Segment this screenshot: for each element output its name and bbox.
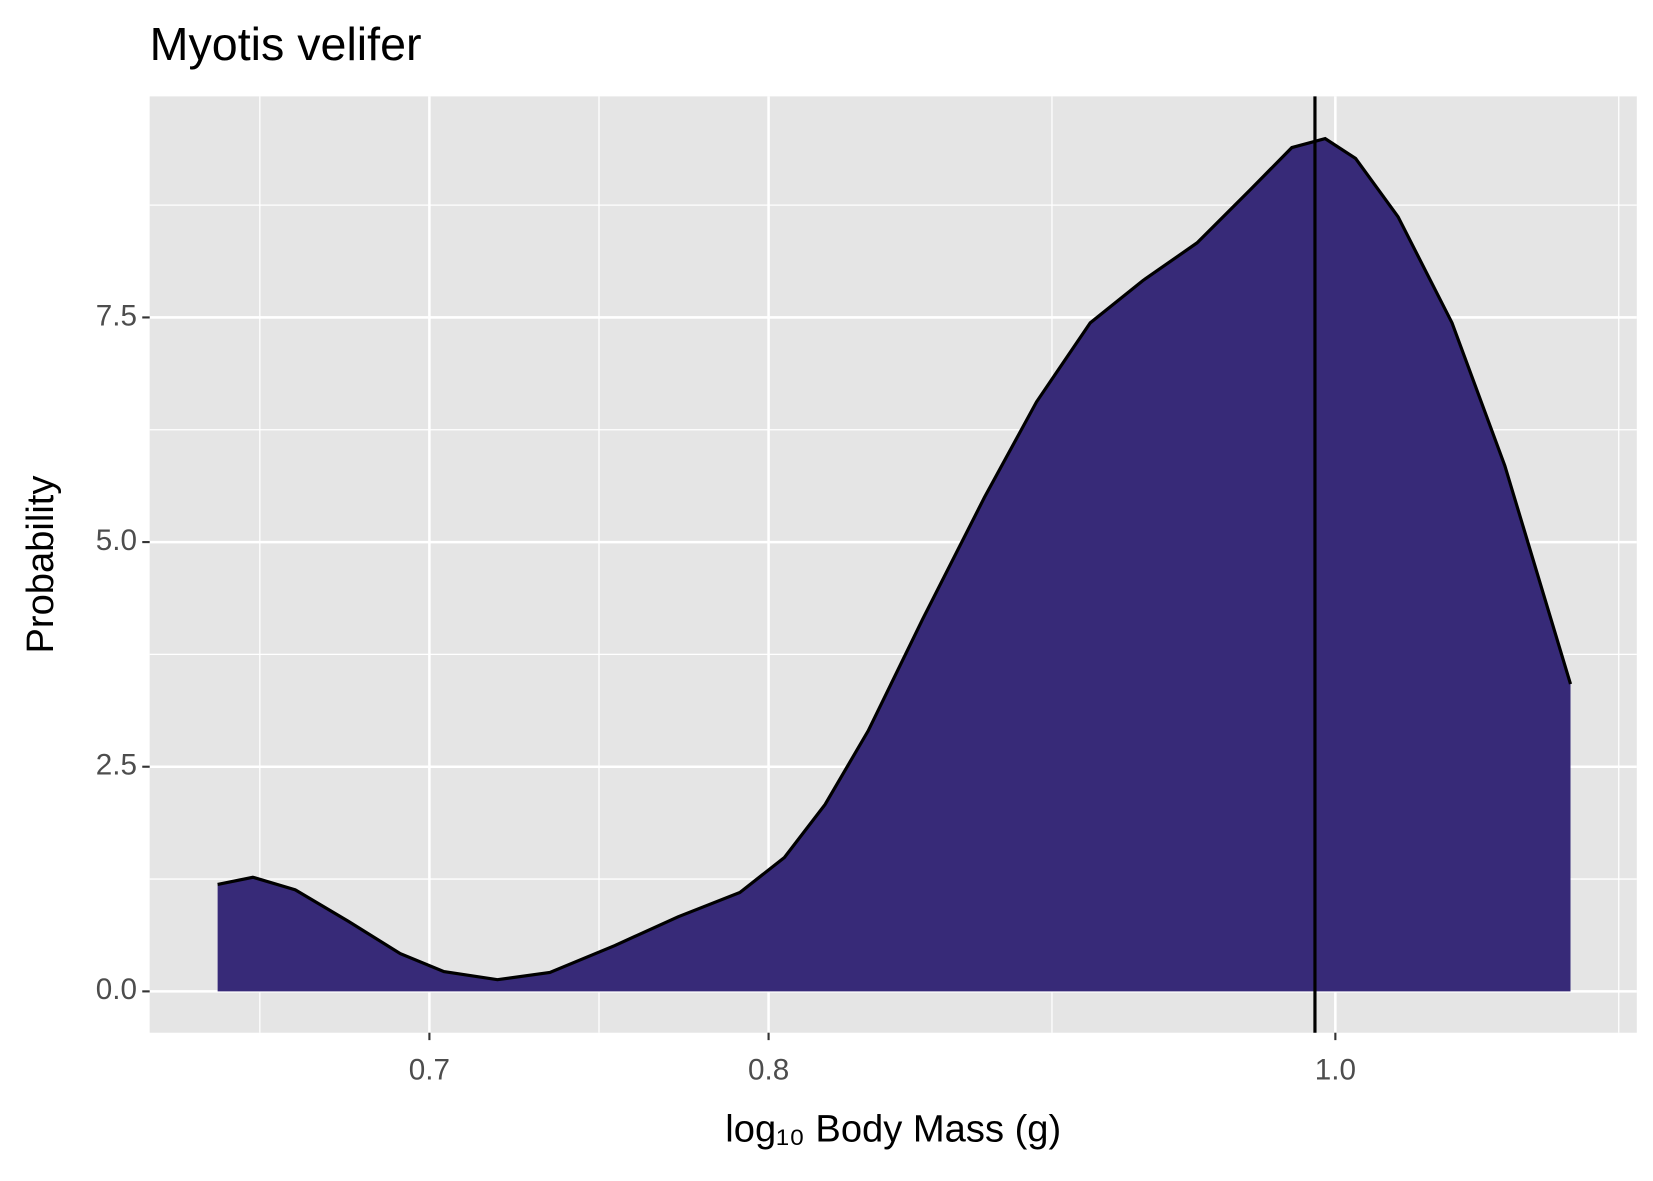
y-tick-label: 2.5 (96, 749, 137, 782)
x-tick-label: 1.0 (1315, 1054, 1356, 1087)
y-tick-label: 5.0 (96, 524, 137, 557)
y-axis-title: Probability (19, 476, 62, 654)
chart-title: Myotis velifer (150, 18, 422, 70)
y-tick-label: 7.5 (96, 299, 137, 332)
area (217, 138, 1571, 992)
x-tick-label: 0.7 (409, 1054, 450, 1087)
x-axis-title: log₁₀ Body Mass (g) (725, 1107, 1061, 1150)
x-tick-label: 0.8 (748, 1054, 789, 1087)
density-line (217, 136, 1573, 982)
y-tick-label: 0.0 (96, 973, 137, 1006)
